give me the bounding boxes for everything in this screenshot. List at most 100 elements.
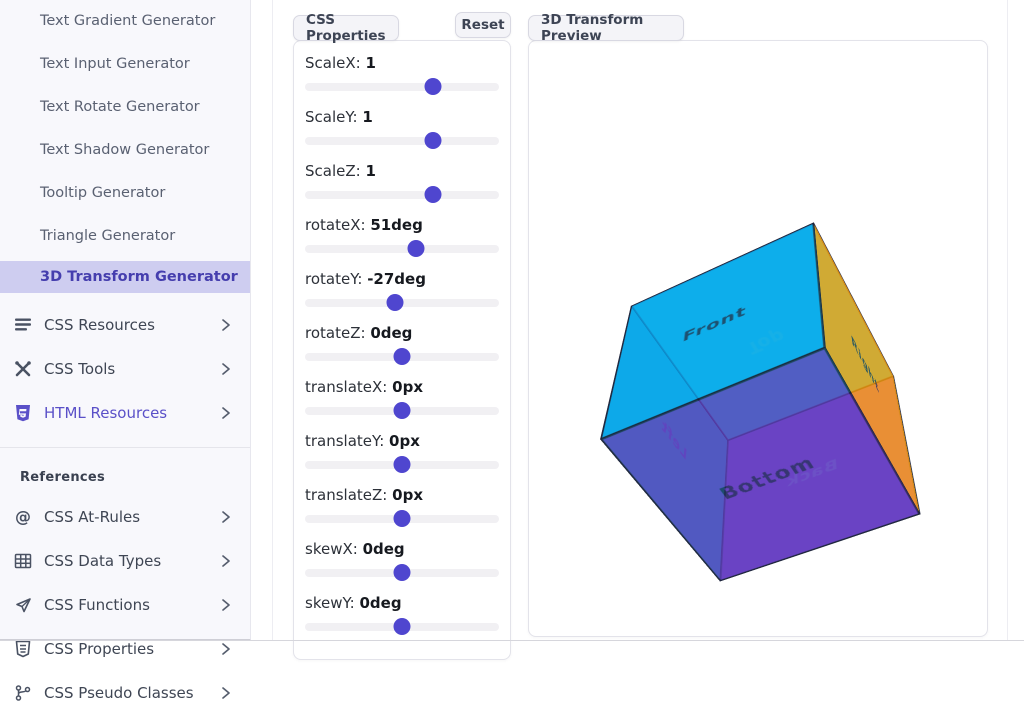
- sidebar-item-text-gradient-generator[interactable]: Text Gradient Generator: [0, 6, 250, 36]
- chevron-right-icon: [220, 598, 232, 612]
- css-shield-icon: [14, 640, 32, 658]
- slider-label: rotateZ:: [305, 324, 366, 342]
- translatey-slider[interactable]: [305, 461, 499, 469]
- sidebar-item-label: CSS Tools: [44, 360, 220, 378]
- cube-scene: Front Back Right Left Top Bottom: [529, 41, 987, 636]
- sidebar-item-css-resources[interactable]: CSS Resources: [0, 303, 250, 347]
- slider-value: 0deg: [359, 594, 401, 612]
- chevron-right-icon: [220, 510, 232, 524]
- slider-label: translateZ:: [305, 486, 387, 504]
- sidebar-item-css-functions[interactable]: CSS Functions: [0, 583, 250, 627]
- sidebar-item-css-data-types[interactable]: CSS Data Types: [0, 539, 250, 583]
- slider-label: ScaleZ:: [305, 162, 361, 180]
- branch-icon: [14, 684, 32, 702]
- cube-face-label: Bottom: [715, 452, 819, 503]
- slider-value: 1: [365, 54, 375, 72]
- slider-row-skewy: skewY: 0deg: [305, 593, 499, 631]
- css-properties-panel: ScaleX: 1 ScaleY: 1 ScaleZ: 1 rotateX: 5…: [293, 40, 511, 660]
- skewx-slider[interactable]: [305, 569, 499, 577]
- rotatez-slider[interactable]: [305, 353, 499, 361]
- slider-label: ScaleX:: [305, 54, 361, 72]
- sidebar-item-text-input-generator[interactable]: Text Input Generator: [0, 49, 250, 79]
- cube-face-label: Front: [682, 303, 747, 345]
- rotatey-slider[interactable]: [305, 299, 499, 307]
- sidebar-item-text-shadow-generator[interactable]: Text Shadow Generator: [0, 135, 250, 165]
- sidebar-item-label: CSS Data Types: [44, 552, 220, 570]
- transform-cube: Front Back Right Left Top Bottom: [664, 304, 877, 516]
- sidebar-item-tooltip-generator[interactable]: Tooltip Generator: [0, 178, 250, 208]
- slider-thumb[interactable]: [394, 402, 411, 419]
- slider-thumb[interactable]: [394, 510, 411, 527]
- sidebar-divider: [0, 447, 250, 448]
- slider-value: 0deg: [370, 324, 412, 342]
- list-icon: [14, 316, 32, 334]
- slider-thumb[interactable]: [394, 456, 411, 473]
- translatez-slider[interactable]: [305, 515, 499, 523]
- rotatex-slider[interactable]: [305, 245, 499, 253]
- slider-value: 51deg: [370, 216, 423, 234]
- reset-button[interactable]: Reset: [455, 12, 511, 38]
- slider-thumb[interactable]: [425, 186, 442, 203]
- slider-thumb[interactable]: [425, 132, 442, 149]
- skewy-slider[interactable]: [305, 623, 499, 631]
- slider-row-translatex: translateX: 0px: [305, 377, 499, 415]
- slider-row-rotatex: rotateX: 51deg: [305, 215, 499, 253]
- sidebar-item-text-rotate-generator[interactable]: Text Rotate Generator: [0, 92, 250, 122]
- tools-icon: [14, 360, 32, 378]
- slider-row-rotatey: rotateY: -27deg: [305, 269, 499, 307]
- slider-label: ScaleY:: [305, 108, 358, 126]
- html5-icon: [14, 404, 32, 422]
- slider-value: 0px: [389, 432, 420, 450]
- chevron-right-icon: [220, 642, 232, 656]
- slider-row-rotatez: rotateZ: 0deg: [305, 323, 499, 361]
- slider-label: skewX:: [305, 540, 358, 558]
- slider-value: 0deg: [363, 540, 405, 558]
- sidebar-item-label: CSS Pseudo Classes: [44, 684, 220, 702]
- slider-value: 1: [365, 162, 375, 180]
- slider-thumb[interactable]: [394, 564, 411, 581]
- preview-panel: Front Back Right Left Top Bottom: [528, 40, 988, 637]
- scalez-slider[interactable]: [305, 191, 499, 199]
- slider-row-scalez: ScaleZ: 1: [305, 161, 499, 199]
- scaley-slider[interactable]: [305, 137, 499, 145]
- at-rules-icon: @: [14, 508, 32, 526]
- slider-label: translateY:: [305, 432, 384, 450]
- functions-icon: [14, 596, 32, 614]
- sidebar-item-css-pseudo-classes[interactable]: CSS Pseudo Classes: [0, 671, 250, 715]
- chevron-right-icon: [220, 406, 232, 420]
- chevron-right-icon: [220, 554, 232, 568]
- sidebar-item-css-at-rules[interactable]: @ CSS At-Rules: [0, 495, 250, 539]
- slider-label: skewY:: [305, 594, 355, 612]
- sidebar-item-label: CSS Functions: [44, 596, 220, 614]
- slider-label: rotateY:: [305, 270, 362, 288]
- slider-thumb[interactable]: [408, 240, 425, 257]
- slider-row-translatey: translateY: 0px: [305, 431, 499, 469]
- sidebar-item-label: CSS At-Rules: [44, 508, 220, 526]
- sidebar-item-css-tools[interactable]: CSS Tools: [0, 347, 250, 391]
- slider-thumb[interactable]: [386, 294, 403, 311]
- references-list: @ CSS At-Rules CSS Data Types: [0, 495, 250, 715]
- slider-thumb[interactable]: [394, 348, 411, 365]
- slider-value: -27deg: [367, 270, 426, 288]
- sidebar-item-3d-transform-generator[interactable]: 3D Transform Generator: [0, 261, 250, 293]
- sidebar-item-triangle-generator[interactable]: Triangle Generator: [0, 221, 250, 251]
- slider-value: 0px: [392, 486, 423, 504]
- slider-row-skewx: skewX: 0deg: [305, 539, 499, 577]
- slider-thumb[interactable]: [394, 618, 411, 635]
- chevron-right-icon: [220, 686, 232, 700]
- slider-label: rotateX:: [305, 216, 366, 234]
- translatex-slider[interactable]: [305, 407, 499, 415]
- slider-thumb[interactable]: [425, 78, 442, 95]
- references-title: References: [0, 462, 250, 495]
- generator-list: Text Gradient Generator Text Input Gener…: [0, 6, 250, 293]
- sidebar-item-label: CSS Properties: [44, 640, 220, 658]
- slider-value: 0px: [392, 378, 423, 396]
- slider-row-scaley: ScaleY: 1: [305, 107, 499, 145]
- sidebar-item-css-properties[interactable]: CSS Properties: [0, 627, 250, 671]
- scalex-slider[interactable]: [305, 83, 499, 91]
- preview-tab: 3D Transform Preview: [528, 15, 684, 41]
- sidebar-item-html-resources[interactable]: HTML Resources: [0, 391, 250, 435]
- sidebar: Text Gradient Generator Text Input Gener…: [0, 0, 251, 641]
- table-icon: [14, 552, 32, 570]
- slider-row-translatez: translateZ: 0px: [305, 485, 499, 523]
